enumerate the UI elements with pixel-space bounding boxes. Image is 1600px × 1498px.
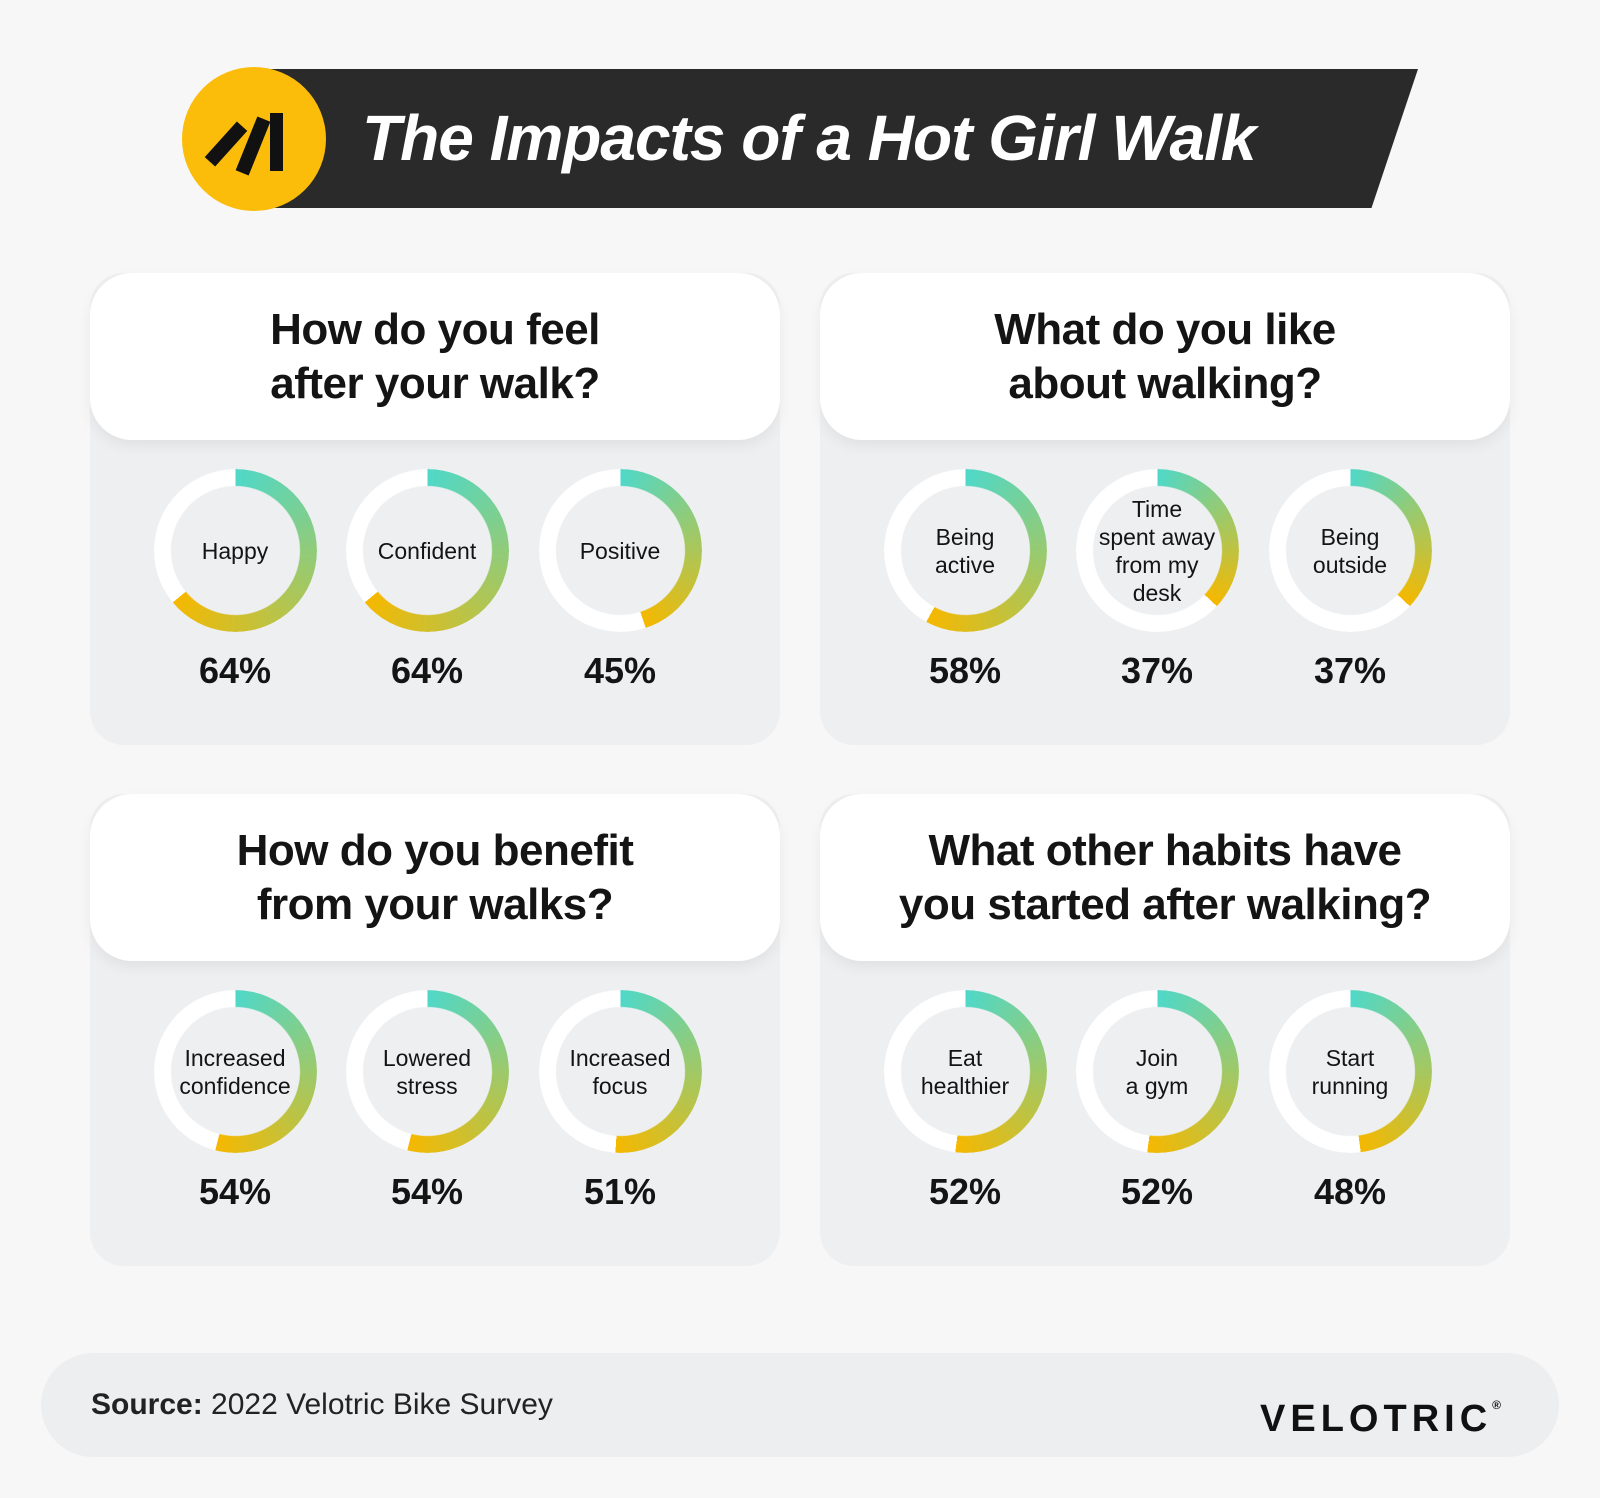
donut-item: Eat healthier 52% [875, 990, 1055, 1213]
footer: Source: 2022 Velotric Bike Survey VELOTR… [41, 1353, 1559, 1457]
source-value: 2022 Velotric Bike Survey [202, 1388, 553, 1421]
donut-arc [883, 469, 1047, 632]
donut-arc [1268, 469, 1432, 632]
donut-label: Time spent away from my desk [1098, 495, 1216, 606]
title-bar [255, 69, 1418, 208]
panel-title: How do you feel after your walk? [90, 273, 780, 440]
donut-label: Being active [934, 523, 996, 578]
donut-arc [538, 469, 702, 632]
donut-item: Happy 64% [145, 469, 325, 692]
logo-icon [182, 67, 326, 211]
donut-label: Increased focus [569, 1044, 671, 1099]
donut-item: Join a gym 52% [1067, 990, 1247, 1213]
donut-value: 64% [198, 650, 272, 691]
donut-value: 64% [390, 650, 464, 691]
chart-panel: How do you feel after your walk? Happy 6… [90, 273, 780, 745]
donut-arc [345, 990, 509, 1153]
donut-arc [883, 990, 1047, 1153]
donut-label: Eat healthier [920, 1044, 1010, 1099]
brand-logo: VELOTRIC® [1260, 1353, 1501, 1471]
donut-value: 58% [928, 650, 1002, 691]
source-label: Source: [91, 1388, 203, 1421]
donut-item: Lowered stress 54% [337, 990, 517, 1213]
donut-item: Time spent away from my desk 37% [1067, 469, 1247, 692]
donut-label: Positive [579, 537, 661, 564]
donut-label: Being outside [1312, 523, 1388, 578]
donut-arc [1075, 469, 1239, 632]
donut-arc [1075, 990, 1239, 1153]
donut-label: Start running [1311, 1044, 1389, 1099]
donut-item: Confident 64% [337, 469, 517, 692]
donut-item: Increased focus 51% [530, 990, 710, 1213]
panel-title: What do you like about walking? [820, 273, 1510, 440]
donut-value: 45% [583, 650, 657, 691]
registered-mark: ® [1492, 1398, 1501, 1412]
donut-value: 52% [1120, 1171, 1194, 1212]
donut-label: Happy [201, 537, 269, 564]
donut-item: Increased confidence 54% [145, 990, 325, 1213]
chart-panel: What other habits have you started after… [820, 794, 1510, 1266]
donut-value: 37% [1313, 650, 1387, 691]
donut-value: 48% [1313, 1171, 1387, 1212]
brand-name: VELOTRIC [1260, 1398, 1493, 1440]
donut-label: Lowered stress [382, 1044, 472, 1099]
donut-label: Confident [377, 537, 477, 564]
donut-value: 54% [390, 1171, 464, 1212]
source-text: Source: 2022 Velotric Bike Survey [91, 1353, 553, 1457]
chart-panel: What do you like about walking? Being ac… [820, 273, 1510, 745]
donut-arc [153, 990, 317, 1153]
donut-arc [538, 990, 702, 1153]
donut-arc [153, 469, 317, 632]
donut-arc [345, 469, 509, 632]
panel-title: How do you benefit from your walks? [90, 794, 780, 961]
page-title: The Impacts of a Hot Girl Walk [362, 102, 1256, 174]
donut-item: Positive 45% [530, 469, 710, 692]
donut-label: Increased confidence [179, 1044, 291, 1099]
donut-value: 54% [198, 1171, 272, 1212]
donut-value: 51% [583, 1171, 657, 1212]
donut-arc [1268, 990, 1432, 1153]
donut-value: 52% [928, 1171, 1002, 1212]
donut-item: Being active 58% [875, 469, 1055, 692]
donut-item: Being outside 37% [1260, 469, 1440, 692]
panel-title: What other habits have you started after… [820, 794, 1510, 961]
chart-panel: How do you benefit from your walks? Incr… [90, 794, 780, 1266]
donut-value: 37% [1120, 650, 1194, 691]
donut-label: Join a gym [1125, 1044, 1189, 1099]
donut-item: Start running 48% [1260, 990, 1440, 1213]
